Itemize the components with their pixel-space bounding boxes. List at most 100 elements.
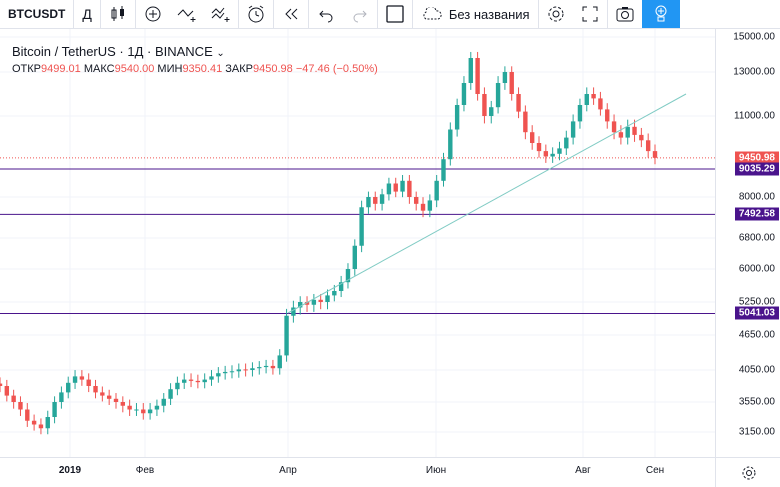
candle-body xyxy=(502,72,508,83)
separator xyxy=(99,0,101,28)
candle-body xyxy=(509,72,514,94)
candle-body xyxy=(420,203,426,211)
candle-body xyxy=(611,121,617,133)
candle-body xyxy=(304,302,310,305)
candle-body xyxy=(605,109,610,122)
candle-body xyxy=(386,183,392,195)
time-tick-label: Июн xyxy=(425,465,447,476)
candle-body xyxy=(366,197,371,208)
candle-body xyxy=(536,143,542,152)
candle-body xyxy=(134,409,139,411)
candles-icon[interactable] xyxy=(101,0,135,28)
candle-body xyxy=(195,380,201,383)
candle-body xyxy=(209,376,214,380)
candle-body xyxy=(257,367,262,369)
price-tick-label: 3550.00 xyxy=(738,396,775,408)
candle-body xyxy=(325,295,330,302)
time-tick-label: Авг xyxy=(575,465,591,476)
candle-body xyxy=(434,180,439,201)
legend-title[interactable]: Bitcoin / TetherUS · 1Д · BINANCE xyxy=(12,44,213,59)
snapshot-icon[interactable] xyxy=(608,0,642,28)
time-scale[interactable]: 2019 Фев Апр Июн Авг Сен xyxy=(0,457,715,487)
candle-body xyxy=(454,105,460,130)
candle-body xyxy=(229,371,235,373)
settings-icon[interactable] xyxy=(539,0,573,28)
candle-body xyxy=(413,197,419,204)
candle-body xyxy=(188,379,194,381)
price-tick-label: 11000.00 xyxy=(734,110,775,122)
alert-icon[interactable] xyxy=(239,0,273,28)
candle-body xyxy=(441,159,446,181)
candle-body xyxy=(338,282,344,291)
candle-body xyxy=(263,365,269,368)
replay-icon[interactable] xyxy=(274,0,308,28)
separator xyxy=(272,0,274,28)
candle-body xyxy=(359,207,364,246)
candle-body xyxy=(584,94,589,105)
candle-body xyxy=(175,382,180,390)
candle-body xyxy=(557,148,562,154)
scale-settings-button[interactable] xyxy=(715,457,780,487)
candle-body xyxy=(31,420,37,425)
chevron-down-icon[interactable]: ⌄ xyxy=(216,48,225,59)
chart-name-button[interactable]: Без названия xyxy=(413,0,538,28)
candle-body xyxy=(448,129,453,160)
candle-body xyxy=(168,389,173,399)
time-tick-label: 2019 xyxy=(58,465,82,476)
price-tick-label: 3150.00 xyxy=(738,426,775,438)
price-level-badge: 5041.03 xyxy=(734,306,779,320)
price-tick-label: 4050.00 xyxy=(738,364,775,376)
price-level-badge: 7492.58 xyxy=(734,207,779,221)
low-value: 9350.41 xyxy=(182,63,223,75)
fullscreen-icon[interactable] xyxy=(573,0,607,28)
candle-body xyxy=(591,94,596,99)
candle-body xyxy=(45,417,50,429)
publish-icon[interactable] xyxy=(641,0,680,28)
ohlc-row: ОТКР9499.01 МАКС9540.00 МИН9350.41 ЗАКР9… xyxy=(12,63,378,75)
candle-body xyxy=(379,194,385,204)
separator xyxy=(237,0,239,28)
price-scale[interactable]: 15000.00 13000.00 11000.00 8000.00 6800.00 60… xyxy=(715,29,780,457)
top-toolbar: BTCUSDT Д Без названия xyxy=(0,0,780,29)
candle-body xyxy=(495,83,501,108)
candle-body xyxy=(352,245,357,269)
candle-body xyxy=(618,132,624,138)
indicators-icon[interactable] xyxy=(204,0,238,28)
candle-body xyxy=(120,402,126,406)
chart-legend: Bitcoin / TetherUS · 1Д · BINANCE ⌄ ОТКР… xyxy=(12,44,378,75)
separator xyxy=(376,0,378,28)
candle-body xyxy=(86,379,91,386)
separator xyxy=(307,0,309,28)
separator xyxy=(73,0,75,28)
candle-body xyxy=(482,94,487,116)
candle-body xyxy=(270,365,276,369)
candle-body xyxy=(564,137,569,149)
candle-body xyxy=(550,153,555,157)
separator xyxy=(411,0,413,28)
candle-body xyxy=(0,383,3,386)
price-tick-label: 4650.00 xyxy=(738,329,775,341)
symbol-search-button[interactable]: BTCUSDT xyxy=(0,0,73,28)
separator xyxy=(537,0,539,28)
candle-body xyxy=(291,307,296,316)
candle-body xyxy=(154,405,160,410)
candle-body xyxy=(598,98,603,110)
candle-body xyxy=(4,386,10,396)
close-label: ЗАКР xyxy=(225,63,253,75)
symbol-label: BTCUSDT xyxy=(8,7,66,21)
indicator-add-icon[interactable] xyxy=(136,0,170,28)
candle-body xyxy=(161,398,166,406)
price-tick-label: 6000.00 xyxy=(738,263,775,275)
candle-body xyxy=(393,183,398,192)
candle-body xyxy=(79,376,85,380)
interval-label: Д xyxy=(82,6,92,22)
compare-icon[interactable] xyxy=(170,0,204,28)
candle-body xyxy=(475,58,480,94)
price-chart[interactable] xyxy=(0,29,715,457)
layout-icon[interactable] xyxy=(378,0,412,28)
candle-body xyxy=(373,197,378,204)
candle-body xyxy=(652,151,658,158)
interval-button[interactable]: Д xyxy=(74,0,99,28)
undo-icon[interactable] xyxy=(309,0,343,28)
candle-body xyxy=(147,409,153,414)
